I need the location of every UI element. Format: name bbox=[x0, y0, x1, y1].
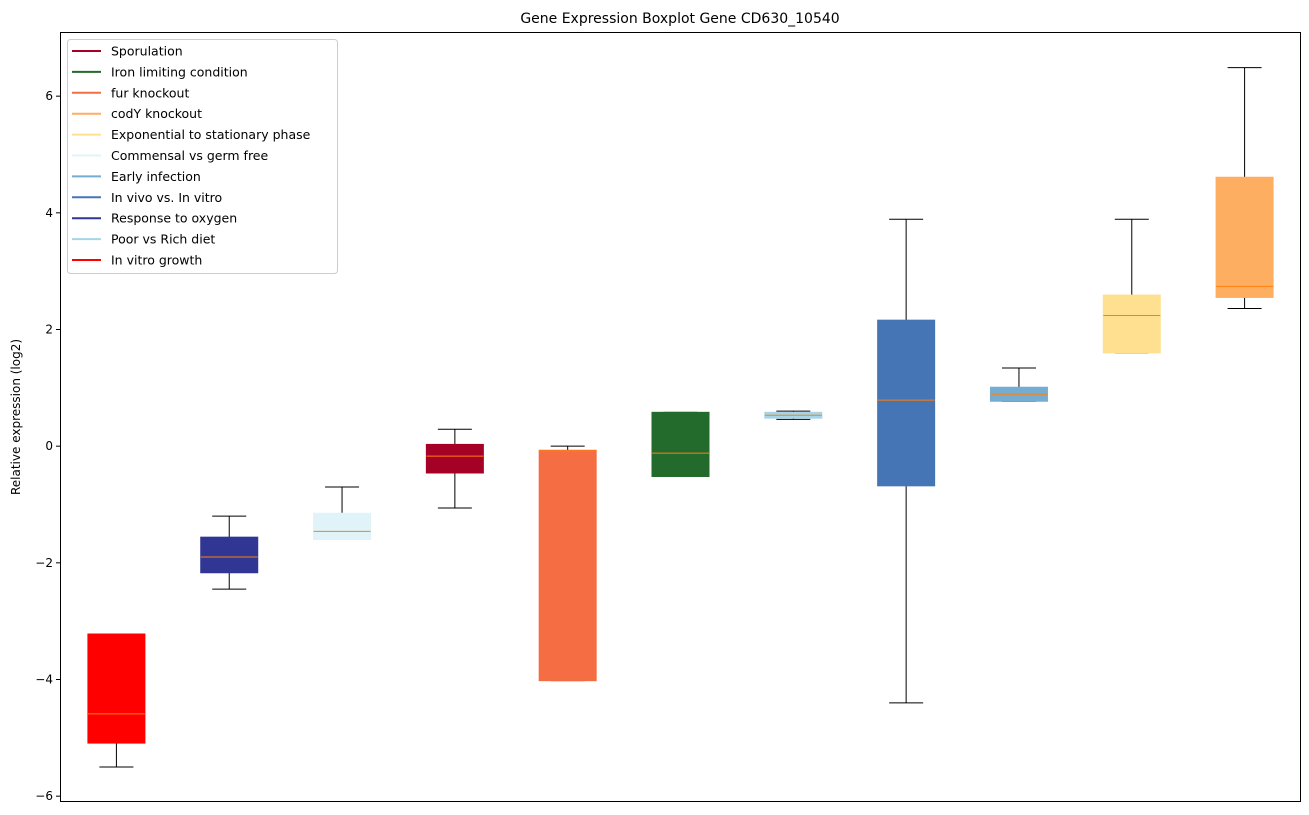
box-body bbox=[1215, 176, 1274, 298]
y-tick-label: 2 bbox=[45, 323, 53, 337]
y-tick-label: 6 bbox=[45, 89, 53, 103]
box-fur-knockout bbox=[538, 445, 597, 682]
legend-label: Response to oxygen bbox=[111, 211, 237, 226]
legend-label: In vitro growth bbox=[111, 253, 202, 268]
box-early-infection bbox=[989, 367, 1048, 402]
box-body bbox=[87, 633, 146, 744]
box-sporulation bbox=[425, 428, 484, 509]
chart-title: Gene Expression Boxplot Gene CD630_10540 bbox=[520, 11, 839, 27]
legend-label: codY knockout bbox=[111, 106, 202, 121]
y-tick-label: 0 bbox=[45, 439, 53, 453]
y-tick-label: −4 bbox=[35, 673, 53, 687]
legend-frame bbox=[67, 39, 338, 274]
legend-label: Iron limiting condition bbox=[111, 64, 248, 79]
legend-label: fur knockout bbox=[111, 85, 189, 100]
legend-label: In vivo vs. In vitro bbox=[111, 190, 222, 205]
box-iron-limiting-condition bbox=[651, 411, 710, 478]
box-commensal-vs-germ-free bbox=[313, 486, 372, 540]
box-exponential-to-stationary-phase bbox=[1102, 218, 1161, 354]
box-body bbox=[877, 319, 936, 487]
box-response-to-oxygen bbox=[200, 515, 259, 590]
y-tick-label: −6 bbox=[35, 789, 53, 803]
box-body bbox=[425, 443, 484, 474]
y-tick-label: −2 bbox=[35, 556, 53, 570]
legend-label: Exponential to stationary phase bbox=[111, 127, 311, 142]
box-body bbox=[200, 536, 259, 574]
y-axis: −6 −4 −2 0 2 4 6 bbox=[35, 89, 60, 803]
box-body bbox=[1102, 294, 1161, 354]
y-axis-label: Relative expression (log2) bbox=[9, 339, 23, 495]
box-in-vitro-growth bbox=[87, 633, 146, 768]
legend-label: Early infection bbox=[111, 169, 201, 184]
box-in-vivo-vs-in-vitro bbox=[877, 218, 936, 704]
legend-label: Commensal vs germ free bbox=[111, 148, 268, 163]
legend-label: Sporulation bbox=[111, 44, 183, 59]
box-body bbox=[651, 411, 710, 478]
box-cody-knockout bbox=[1215, 67, 1274, 309]
boxes-group bbox=[87, 67, 1274, 768]
plot-frame bbox=[60, 32, 1301, 802]
box-body bbox=[313, 512, 372, 540]
legend: Sporulation Iron limiting condition fur kn… bbox=[67, 39, 338, 274]
y-tick-label: 4 bbox=[45, 206, 53, 220]
legend-label: Poor vs Rich diet bbox=[111, 232, 215, 247]
box-poor-vs-rich-diet bbox=[764, 410, 823, 420]
box-body bbox=[538, 449, 597, 682]
